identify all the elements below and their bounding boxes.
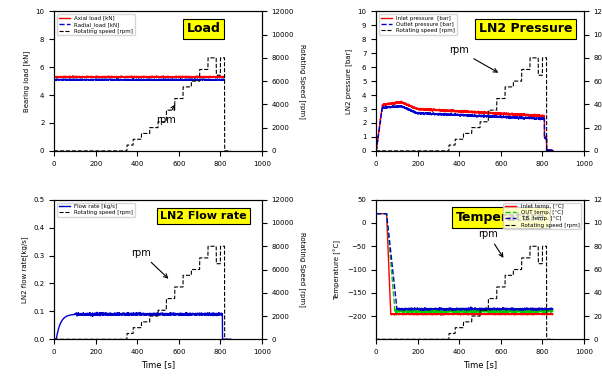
Text: Temperature: Temperature [456,211,546,224]
Text: rpm: rpm [449,45,497,72]
Text: rpm: rpm [131,248,167,278]
Text: rpm: rpm [478,229,503,257]
Y-axis label: Rotating Speed [rpm]: Rotating Speed [rpm] [299,44,305,118]
Y-axis label: LN2 pressure [bar]: LN2 pressure [bar] [345,49,352,113]
Legend: Axial load [kN], Radial_load [kN], Rotating speed [rpm]: Axial load [kN], Radial_load [kN], Rotat… [57,14,135,35]
Y-axis label: Rotating Speed [rpm]: Rotating Speed [rpm] [299,232,305,307]
Legend: Inlet pressure  [bar], Outlet pressure [bar], Rotating speed [rpm]: Inlet pressure [bar], Outlet pressure [b… [379,14,457,35]
Y-axis label: Bearing load [kN]: Bearing load [kN] [23,51,30,112]
X-axis label: Time [s]: Time [s] [141,360,175,369]
Text: rpm: rpm [156,106,176,125]
Text: LN2 Flow rate: LN2 Flow rate [161,211,247,221]
Text: Load: Load [187,23,221,35]
Y-axis label: Temperature [°C]: Temperature [°C] [334,239,341,299]
Y-axis label: LN2 flow rate[kg/s]: LN2 flow rate[kg/s] [21,236,28,303]
Legend: Inlet temp. [°C], OUT temp. [°C], T.B. temp. [°C], Rotating speed [rpm]: Inlet temp. [°C], OUT temp. [°C], T.B. t… [503,202,581,229]
X-axis label: Time [s]: Time [s] [463,360,497,369]
Text: LN2 Pressure: LN2 Pressure [479,23,573,35]
Legend: Flow rate [kg/s], Rotating speed [rpm]: Flow rate [kg/s], Rotating speed [rpm] [57,202,135,217]
